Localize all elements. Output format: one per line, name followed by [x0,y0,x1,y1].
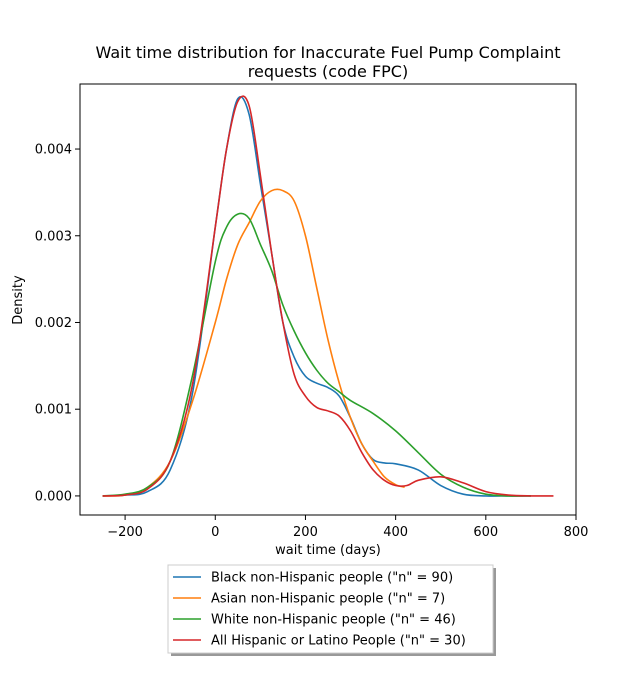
x-axis-ticks: −200 0 200 400 600 800 [107,515,588,540]
y-tick-label: 0.002 [35,316,72,331]
x-tick-label: 800 [564,525,589,540]
x-tick-label: 200 [293,525,318,540]
legend-label-3: White non-Hispanic people ("n" = 46) [211,613,456,628]
legend-label-1: Black non-Hispanic people ("n" = 90) [211,571,453,586]
y-axis-ticks: 0.000 0.001 0.002 0.003 0.004 [35,143,80,504]
series-line-4 [102,95,554,497]
legend-box [167,564,494,654]
legend-label-4: All Hispanic or Latino People ("n" = 30) [211,634,466,649]
y-tick-label: 0.003 [35,229,72,244]
y-tick-label: 0.001 [35,403,72,418]
series-line-1 [102,95,531,497]
x-tick-label: 400 [383,525,408,540]
legend-label-2: Asian non-Hispanic people ("n" = 7) [211,592,445,607]
x-axis-label: wait time (days) [275,543,381,558]
x-tick-label: 0 [211,525,219,540]
axes-frame [79,83,577,516]
y-tick-label: 0.000 [35,489,72,504]
x-tick-label: 600 [473,525,498,540]
series-line-2 [102,188,405,497]
chart-title-line2: requests (code FPC) [248,62,408,81]
plot-area [102,95,554,497]
y-axis-label: Density [11,275,26,325]
series-line-3 [102,212,531,497]
y-tick-label: 0.004 [35,143,72,158]
legend: Black non-Hispanic people ("n" = 90) Asia… [167,564,496,656]
x-tick-label: −200 [107,525,143,540]
chart-title-line1: Wait time distribution for Inaccurate Fu… [96,43,561,62]
